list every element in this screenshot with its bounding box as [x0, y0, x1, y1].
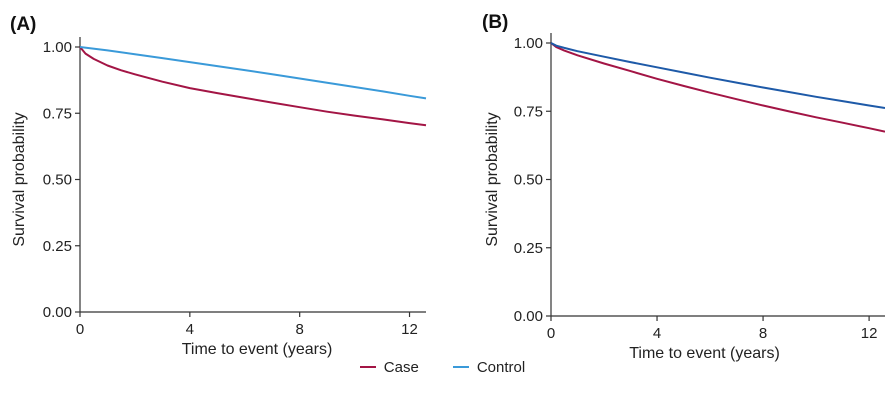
y-tick-label: 0.25	[43, 238, 72, 255]
legend-label-control: Control	[476, 358, 526, 376]
x-tick-label: 4	[186, 321, 194, 338]
legend-swatch-control	[452, 366, 469, 368]
x-tick-label: 12	[401, 321, 418, 338]
y-axis-title: Survival probability	[484, 112, 501, 246]
y-tick-label: 1.00	[514, 35, 543, 52]
legend-item-case: Case	[359, 358, 419, 376]
x-tick-label: 4	[653, 325, 661, 342]
x-axis-title: Time to event (years)	[629, 345, 780, 362]
y-axis-title: Survival probability	[11, 112, 28, 246]
y-tick-label: 0.75	[514, 103, 543, 120]
x-tick-label: 0	[547, 325, 555, 342]
y-tick-label: 0.00	[43, 304, 72, 321]
legend: Case Control	[0, 355, 885, 379]
series-line-case	[550, 42, 885, 133]
series-line-control	[550, 42, 885, 109]
y-tick-label: 0.50	[514, 172, 543, 189]
y-tick-label: 0.00	[514, 308, 543, 325]
x-tick-label: 8	[296, 321, 304, 338]
x-tick-label: 8	[759, 325, 767, 342]
y-tick-label: 0.50	[43, 172, 72, 189]
x-axis-title: Time to event (years)	[182, 341, 333, 358]
series-line-case	[79, 46, 427, 127]
y-tick-label: 0.25	[514, 240, 543, 257]
y-tick-label: 0.75	[43, 105, 72, 122]
panel-b: (B) 0.00 0.25 0.50 0.75 1.00 0 4 8 12 Time to even…	[482, 12, 885, 362]
x-tick-label: 0	[76, 321, 84, 338]
panel-label: (A)	[10, 14, 36, 35]
y-tick-label: 1.00	[43, 39, 72, 56]
legend-label-case: Case	[383, 358, 419, 376]
x-tick-label: 12	[861, 325, 878, 342]
series-line-control	[79, 46, 427, 100]
legend-item-control: Control	[452, 358, 526, 376]
legend-swatch-case	[359, 366, 376, 368]
panel-a: (A) 0.00 0.25 0.50 0.75 1.00 0 4 8 12 Time to even…	[10, 14, 427, 358]
panel-label: (B)	[482, 12, 508, 33]
